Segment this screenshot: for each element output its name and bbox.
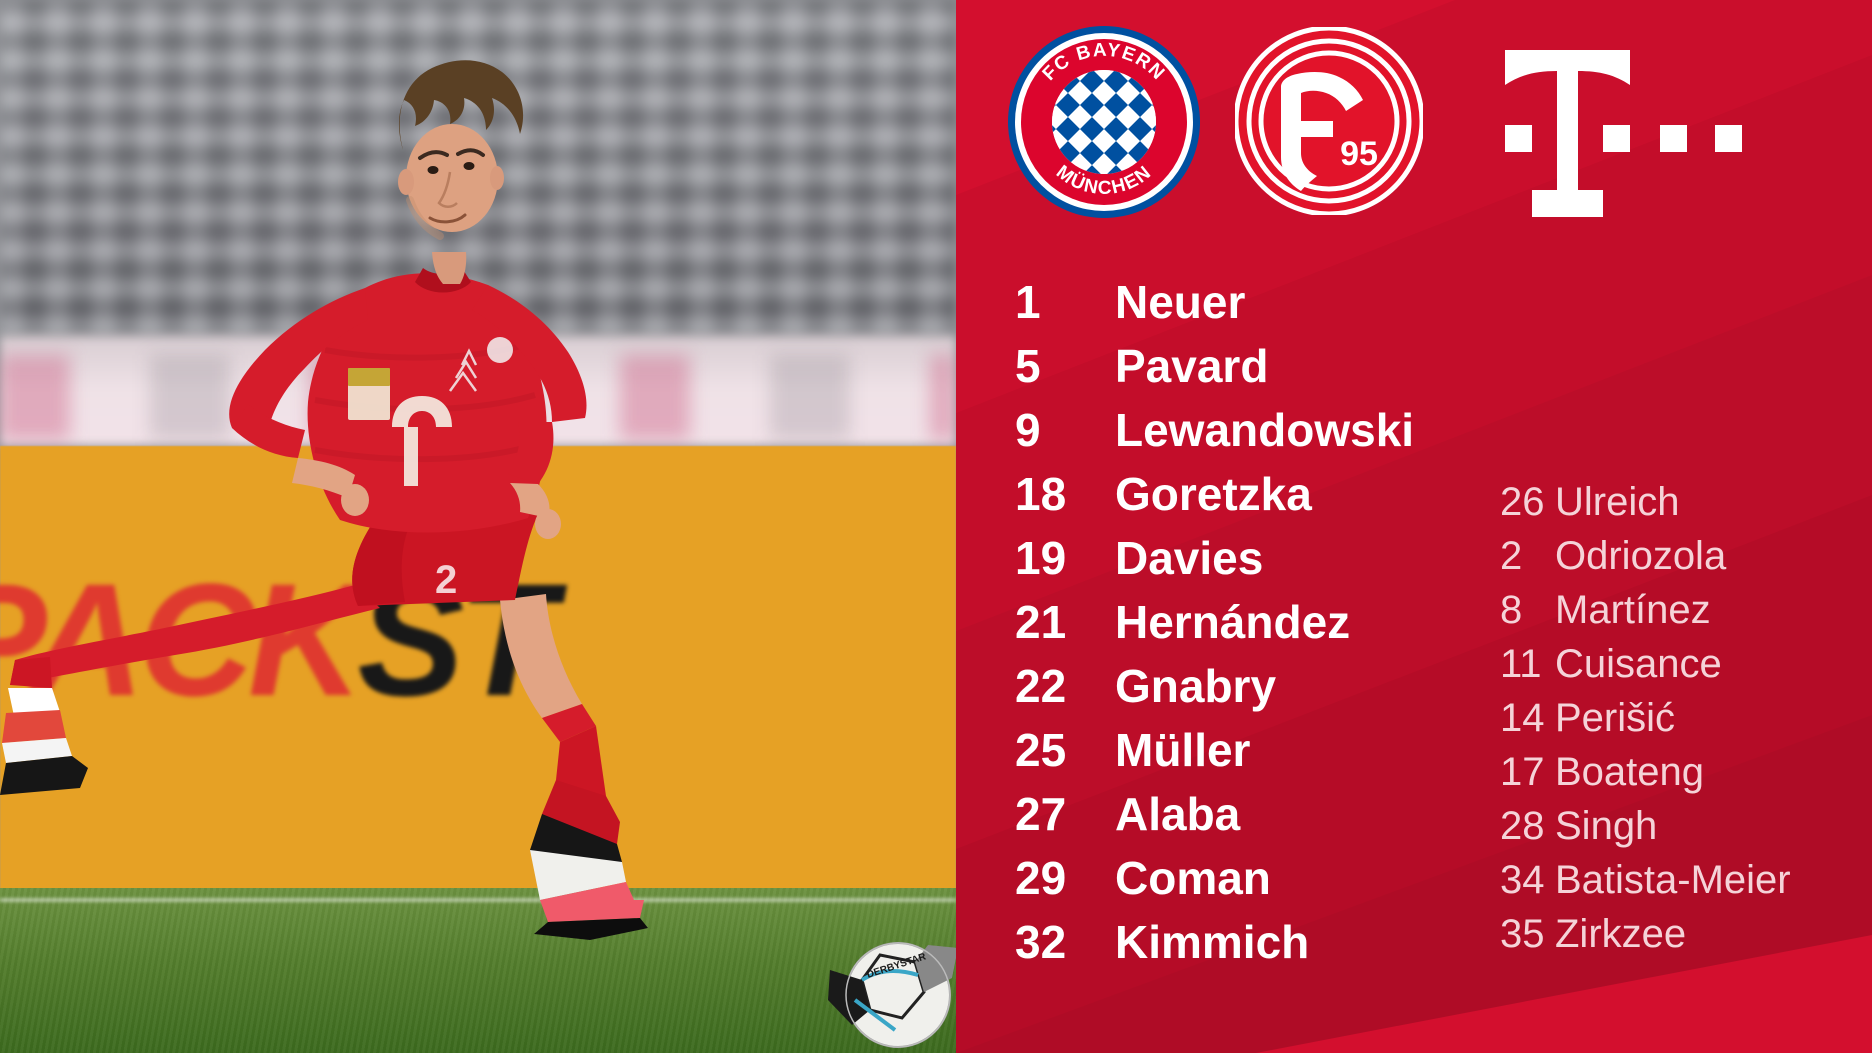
- svg-text:95: 95: [1340, 135, 1378, 173]
- svg-text:2: 2: [435, 558, 457, 602]
